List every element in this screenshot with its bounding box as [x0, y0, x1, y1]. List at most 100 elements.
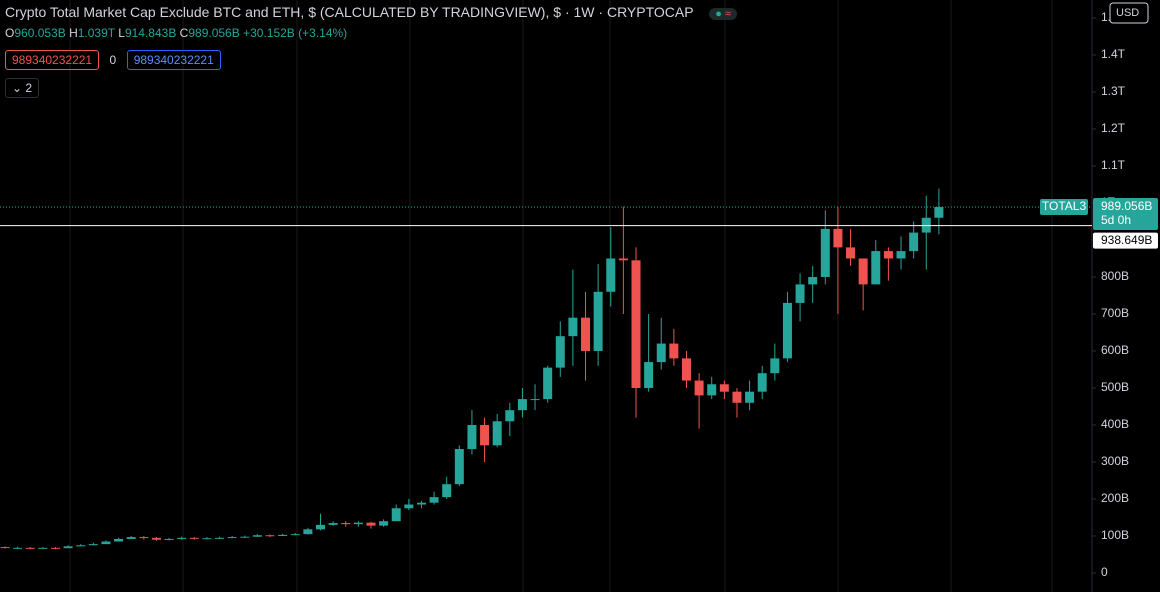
o-value: 960.053B: [14, 26, 66, 40]
candle-body: [328, 523, 338, 525]
symbol-label-bg: [1040, 199, 1088, 216]
candle-body: [770, 358, 780, 374]
candle-body: [25, 547, 35, 549]
candle-body: [694, 380, 704, 396]
l-key: L: [118, 26, 125, 40]
candle-body: [543, 367, 553, 400]
candle-body: [38, 547, 48, 549]
candle-body: [454, 449, 464, 485]
candle-body: [618, 258, 628, 261]
h-key: H: [69, 26, 78, 40]
candle-body: [606, 258, 616, 292]
currency-button-bg[interactable]: [1109, 2, 1149, 24]
change: +30.152B: [243, 26, 295, 40]
candle-body: [164, 538, 174, 540]
collapse-button[interactable]: ⌄ 2: [5, 78, 40, 98]
candle-body: [215, 537, 225, 539]
candle-body: [644, 362, 654, 388]
last-price-label: 989.056B: [1101, 199, 1152, 213]
candle-body: [757, 373, 767, 392]
candle-body: [480, 424, 490, 446]
candle-body: [404, 504, 414, 509]
candle-body: [896, 251, 906, 259]
candle-body: [50, 547, 60, 549]
indicator-left[interactable]: 989340232221: [5, 50, 100, 70]
ohlc-legend: O960.053B H1.039T L914.843B C989.056B +3…: [5, 26, 347, 40]
c-key: C: [179, 26, 189, 40]
candle-body: [581, 317, 591, 351]
candle-body: [782, 302, 792, 359]
candle-body: [568, 317, 578, 337]
candle-body: [63, 546, 73, 549]
header: Crypto Total Market Cap Exclude BTC and …: [5, 4, 737, 20]
candle-body: [934, 207, 944, 218]
candle-body: [467, 424, 477, 450]
status-badge[interactable]: ● ≈: [709, 8, 737, 20]
y-tick-label: 500B: [1101, 380, 1129, 394]
candle-body: [303, 529, 313, 535]
candle-body: [202, 538, 212, 540]
candle-body: [379, 521, 389, 526]
candle-body: [555, 336, 565, 368]
candle-body: [492, 421, 502, 446]
currency-button[interactable]: USD: [1116, 7, 1139, 19]
y-tick-label: 300B: [1101, 454, 1129, 468]
candle-body: [189, 537, 199, 539]
candle-body: [656, 343, 666, 363]
candle-body: [366, 522, 376, 526]
change-pct: (+3.14%): [298, 26, 348, 40]
countdown-label: 5d 0h: [1101, 213, 1131, 227]
candle-body: [429, 497, 439, 503]
candle-body: [517, 399, 527, 411]
candle-body: [290, 534, 300, 536]
candle-body: [0, 547, 10, 549]
o-key: O: [5, 26, 15, 40]
y-tick-label: 800B: [1101, 269, 1129, 283]
price-line-bg: [1093, 232, 1158, 249]
candle-body: [442, 484, 452, 498]
collapse-row: ⌄ 2: [5, 78, 45, 98]
candle-body: [316, 524, 325, 530]
y-tick-label: 1.3T: [1101, 84, 1126, 98]
candle-body: [732, 391, 742, 403]
candle-body: [139, 537, 149, 539]
candle-body: [240, 536, 250, 538]
exchange: CRYPTOCAP: [606, 4, 694, 20]
y-tick-label: 1.1T: [1101, 158, 1126, 172]
collapse-count: 2: [25, 81, 33, 95]
candle-body: [76, 545, 86, 547]
candle-body: [833, 228, 843, 248]
candle-body: [151, 537, 161, 540]
candle-body: [278, 534, 288, 536]
indicator-right[interactable]: 989340232221: [126, 50, 221, 70]
candle-body: [114, 538, 124, 542]
candle-body: [505, 410, 515, 422]
candle-body: [745, 391, 755, 403]
candle-body: [13, 547, 23, 549]
candle-body: [669, 343, 679, 359]
candle-body: [681, 358, 691, 381]
candle-body: [846, 247, 856, 259]
y-tick-label: 1.4T: [1101, 47, 1126, 61]
c-value: 989.056B: [188, 26, 240, 40]
candle-body: [227, 537, 237, 539]
candle-body: [265, 535, 275, 537]
time-grid: [69, 0, 1053, 592]
l-value: 914.843B: [124, 26, 177, 40]
title: Crypto Total Market Cap Exclude BTC and …: [5, 4, 546, 20]
candle-body: [88, 544, 98, 546]
y-tick-label: 100B: [1101, 528, 1129, 542]
indicator-row: 989340232221 0 989340232221: [5, 50, 227, 70]
candle-body: [795, 284, 805, 303]
y-tick-label: 700B: [1101, 306, 1129, 320]
candle-body: [126, 537, 136, 539]
candle-body: [416, 502, 426, 505]
candle-body: [353, 522, 363, 525]
indicator-middle: 0: [109, 53, 117, 67]
candle-body: [177, 537, 187, 539]
h-value: 1.039T: [77, 26, 115, 40]
candle-body: [252, 535, 262, 537]
price-line-label: 938.649B: [1101, 233, 1152, 247]
